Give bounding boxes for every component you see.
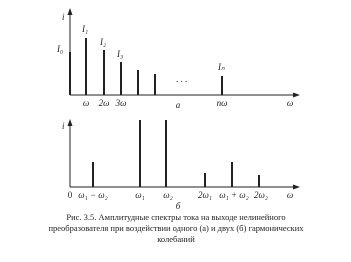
panel-label: б [176,201,181,211]
freq-label: 2ω [99,98,110,108]
axis-label: i [62,12,65,22]
arrow [293,184,300,190]
amplitude-label: I₁ [81,24,88,34]
freq-label: 2ω₁ [198,190,212,200]
freq-label: ω₁ + ω₂ [219,190,249,200]
freq-label: ω₁ [135,190,144,200]
freq-label: ω₂ [163,190,172,200]
amplitude-label: I₃ [116,49,123,59]
amplitude-label: Iₙ [217,62,225,72]
arrow [67,119,73,126]
amplitude-label: I₀ [56,44,63,54]
caption-line: колебаний [157,234,195,244]
freq-label: ω₁ − ω₂ [78,190,108,200]
amplitude-label: I₂ [99,37,106,47]
panel-label: а [176,100,181,110]
freq-label: nω [217,98,228,108]
freq-label: ω [83,98,89,108]
axis-label: i [62,121,65,131]
ellipsis: . . . [176,74,187,84]
arrow [67,8,73,15]
freq-label: 2ω₂ [254,190,268,200]
origin-label: 0 [68,190,73,200]
arrow [293,92,300,98]
freq-label: 3ω [115,98,127,108]
caption-line: преобразователя при воздействии одного (… [48,223,304,233]
axis-label: ω [287,190,293,200]
caption-line: Рис. 3.5. Амплитудные спектры тока на вы… [66,212,285,222]
axis-label: ω [287,98,293,108]
